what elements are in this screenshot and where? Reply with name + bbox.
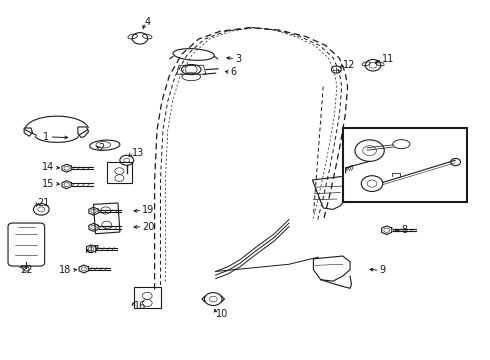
- Text: 6: 6: [230, 67, 237, 77]
- Text: 9: 9: [379, 265, 386, 275]
- Text: 11: 11: [382, 54, 394, 64]
- Bar: [134, 287, 161, 309]
- Text: 3: 3: [235, 54, 242, 64]
- Text: 20: 20: [143, 222, 155, 231]
- Text: 14: 14: [42, 162, 54, 172]
- Text: 16: 16: [134, 301, 146, 311]
- Text: 18: 18: [59, 265, 72, 275]
- Text: 17: 17: [88, 245, 100, 255]
- FancyBboxPatch shape: [343, 128, 467, 202]
- Text: 8: 8: [401, 225, 408, 235]
- Text: 12: 12: [343, 60, 355, 70]
- Bar: [107, 162, 132, 183]
- Text: 1: 1: [44, 132, 49, 142]
- Text: 2: 2: [98, 143, 105, 153]
- Text: 7: 7: [377, 189, 383, 199]
- Text: 15: 15: [42, 179, 54, 189]
- Text: 21: 21: [37, 198, 49, 208]
- Text: 4: 4: [145, 17, 151, 27]
- Text: 19: 19: [143, 206, 155, 216]
- FancyArrowPatch shape: [349, 189, 354, 194]
- Text: 5: 5: [387, 134, 393, 144]
- Text: 22: 22: [20, 265, 33, 275]
- Text: 10: 10: [216, 310, 228, 319]
- Text: 13: 13: [132, 148, 144, 158]
